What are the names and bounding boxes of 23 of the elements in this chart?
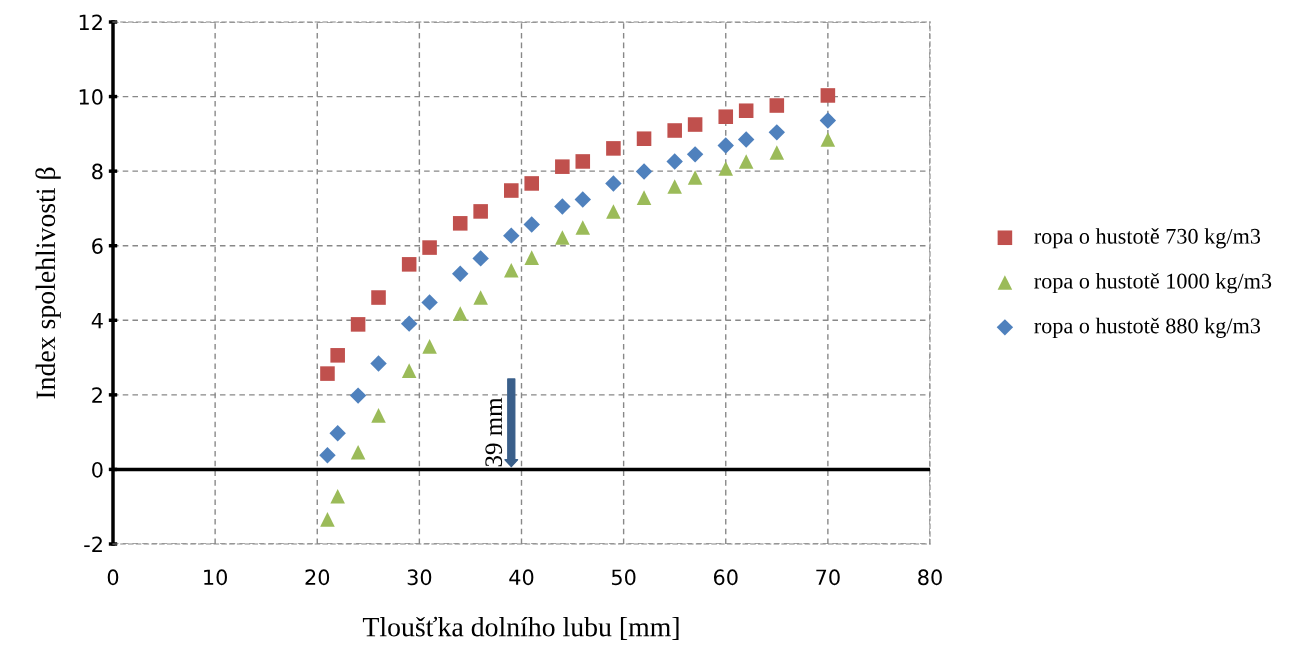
annotation: 39 mm [485,397,503,467]
x-tick-label: 80 [918,569,942,586]
y-tick-label: 8 [92,163,103,180]
x-tick-label: 70 [816,569,840,586]
y-tick-label: 6 [92,238,103,254]
y-tick-label: 10 [79,89,103,105]
x-tick-label: 0 [107,569,119,586]
y-tick-label: 0 [92,461,103,478]
x-tick-label: 30 [407,569,432,586]
legend-label: ropa o hustotě 1000 kg/m3 [1034,272,1272,294]
legend-label: ropa o hustotě 880 kg/m3 [1034,317,1261,338]
y-tick-label: -2 [84,536,102,552]
x-tick-label: 10 [204,569,227,586]
y-axis-title: Index spolehlivosti β [35,167,61,399]
y-tick-label: 12 [79,14,102,30]
x-tick-label: 60 [713,569,738,586]
x-tick-label: 50 [611,569,636,586]
x-tick-label: 40 [509,569,534,586]
x-tick-label: 20 [305,569,330,586]
legend-label: ropa o hustotě 730 kg/m3 [1034,228,1261,249]
y-tick-label: 4 [91,313,103,329]
y-tick-label: 2 [92,387,102,403]
x-axis-title: Tloušťka dolního lubu [mm] [362,616,679,640]
